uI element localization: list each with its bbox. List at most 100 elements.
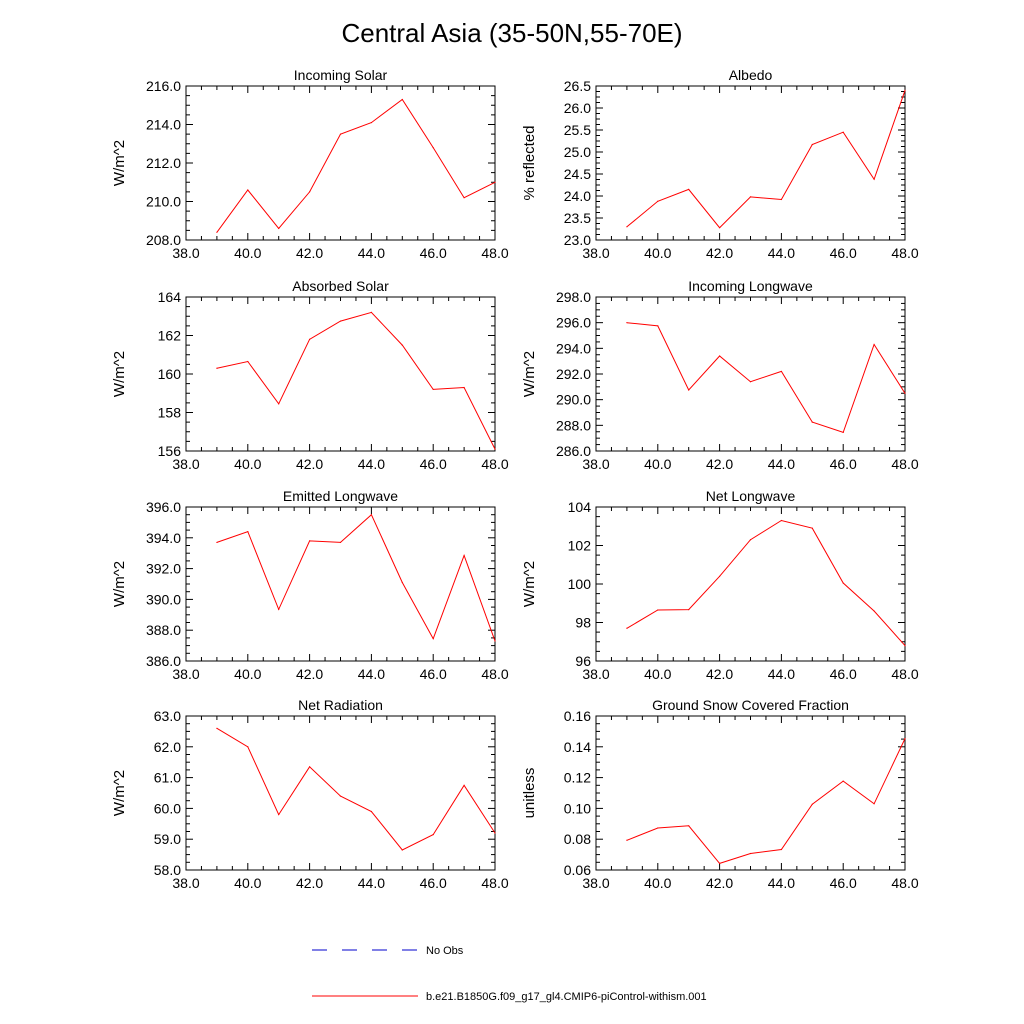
x-tick-label: 44.0 <box>358 875 385 891</box>
data-point <box>463 784 465 786</box>
panel-title: Incoming Solar <box>294 67 388 83</box>
data-point <box>432 638 434 640</box>
panel-net-longwave: Net Longwave 38.0 40.0 42.0 44.0 46.0 48.0 96 98… <box>521 488 919 682</box>
y-tick-label: 212.0 <box>146 155 181 171</box>
x-tick-label: 40.0 <box>234 456 261 472</box>
series-0 <box>626 738 906 864</box>
panel-title: Net Radiation <box>298 697 383 713</box>
data-point <box>842 131 844 133</box>
y-tick-label: 25.5 <box>564 122 591 138</box>
x-tick-label: 48.0 <box>891 875 918 891</box>
y-tick-label: 156 <box>158 443 182 459</box>
y-axis-label: W/m^2 <box>111 561 128 607</box>
data-point <box>873 803 875 805</box>
y-tick-label: 58.0 <box>154 862 181 878</box>
x-tick-label: 46.0 <box>420 875 447 891</box>
data-point <box>688 609 690 611</box>
y-tick-label: 214.0 <box>146 117 181 133</box>
data-point <box>339 795 342 797</box>
x-tick-label: 42.0 <box>706 875 733 891</box>
x-tick-label: 44.0 <box>358 245 385 261</box>
data-point <box>494 832 496 834</box>
panels-group: Incoming Solar 38.0 40.0 42.0 44.0 46.0 48.0 20… <box>111 67 919 891</box>
data-point <box>247 531 249 533</box>
plot-frame <box>185 506 496 662</box>
y-tick-label: 390.0 <box>146 591 181 607</box>
panel-emitted-longwave: Emitted Longwave 38.0 40.0 42.0 44.0 46.0 48.0… <box>111 488 509 682</box>
data-point <box>842 780 844 782</box>
plot-frame <box>185 296 496 452</box>
data-point <box>432 833 434 836</box>
x-tick-label: 42.0 <box>706 456 733 472</box>
data-point <box>247 360 249 363</box>
data-point <box>278 813 280 816</box>
y-tick-label: 0.16 <box>564 708 591 724</box>
data-point <box>719 575 721 577</box>
series-0 <box>626 322 906 434</box>
data-point <box>432 388 434 390</box>
series-line <box>626 738 906 864</box>
y-tick-label: 0.08 <box>564 831 591 847</box>
x-tick-label: 48.0 <box>891 666 918 682</box>
data-point <box>247 189 249 191</box>
y-tick-label: 162 <box>158 328 182 344</box>
data-point <box>842 582 844 584</box>
y-tick-label: 294.0 <box>556 340 591 356</box>
data-point <box>657 200 659 202</box>
data-point <box>688 188 690 190</box>
data-point <box>494 181 496 183</box>
y-tick-label: 208.0 <box>146 232 181 248</box>
data-point <box>749 539 752 541</box>
x-tick-label: 42.0 <box>296 245 323 261</box>
y-tick-label: 24.5 <box>564 166 591 182</box>
series-0 <box>626 519 906 647</box>
y-tick-label: 60.0 <box>154 800 181 816</box>
legend-no-obs-label: No Obs <box>426 945 464 957</box>
data-point <box>780 370 783 373</box>
data-point <box>309 338 311 340</box>
data-point <box>278 608 280 611</box>
y-tick-label: 98 <box>575 615 591 631</box>
x-tick-label: 44.0 <box>768 456 795 472</box>
y-tick-label: 25.0 <box>564 144 591 160</box>
data-point <box>657 609 659 611</box>
y-tick-label: 286.0 <box>556 443 591 459</box>
x-tick-label: 42.0 <box>296 875 323 891</box>
x-tick-label: 42.0 <box>706 245 733 261</box>
x-tick-label: 42.0 <box>296 666 323 682</box>
x-tick-label: 46.0 <box>830 666 857 682</box>
legend: No Obs b.e21.B1850G.f09_g17_gl4.CMIP6-pi… <box>312 945 707 1003</box>
data-point <box>811 143 813 146</box>
y-axis-label: W/m^2 <box>521 561 538 607</box>
data-point <box>401 849 403 851</box>
data-point <box>247 746 249 748</box>
data-point <box>463 386 465 389</box>
panel-albedo: Albedo 38.0 40.0 42.0 44.0 46.0 48.0 23.0 23.5 24… <box>521 67 919 261</box>
x-tick-label: 48.0 <box>481 875 508 891</box>
data-point <box>780 848 783 851</box>
x-tick-label: 48.0 <box>481 456 508 472</box>
x-tick-label: 40.0 <box>234 245 261 261</box>
x-tick-label: 44.0 <box>768 666 795 682</box>
data-point <box>370 810 372 813</box>
panel-title: Albedo <box>729 67 773 83</box>
x-tick-label: 44.0 <box>768 875 795 891</box>
y-axis-label: % reflected <box>521 125 538 200</box>
figure-title: Central Asia (35-50N,55-70E) <box>341 18 682 48</box>
data-point <box>216 231 218 233</box>
data-point <box>749 196 752 198</box>
x-tick-label: 38.0 <box>172 456 199 472</box>
x-tick-label: 46.0 <box>830 875 857 891</box>
data-point <box>811 527 813 529</box>
y-tick-label: 158 <box>158 405 182 421</box>
x-tick-label: 38.0 <box>582 245 609 261</box>
data-point <box>626 839 628 841</box>
data-point <box>278 403 280 405</box>
x-tick-label: 40.0 <box>234 875 261 891</box>
data-point <box>688 389 690 391</box>
y-tick-label: 23.0 <box>564 232 591 248</box>
x-tick-label: 38.0 <box>582 666 609 682</box>
y-tick-label: 100 <box>568 576 592 592</box>
data-point <box>811 803 813 805</box>
